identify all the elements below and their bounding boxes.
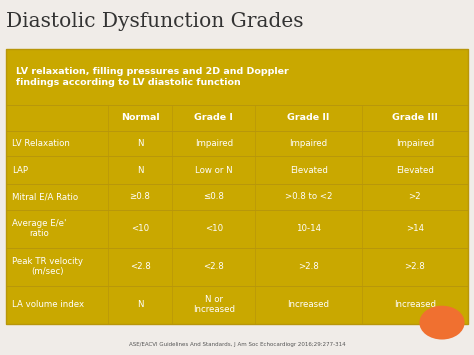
Text: ≤0.8: ≤0.8 bbox=[203, 192, 224, 201]
Text: N: N bbox=[137, 300, 143, 309]
Text: Increased: Increased bbox=[394, 300, 436, 309]
FancyBboxPatch shape bbox=[6, 49, 468, 105]
FancyBboxPatch shape bbox=[6, 184, 468, 209]
Text: Mitral E/A Ratio: Mitral E/A Ratio bbox=[12, 192, 78, 201]
Text: N or
Increased: N or Increased bbox=[193, 295, 235, 314]
Text: Elevated: Elevated bbox=[290, 165, 328, 175]
Text: <2.8: <2.8 bbox=[130, 262, 150, 271]
Text: Normal: Normal bbox=[121, 114, 159, 122]
Text: Grade II: Grade II bbox=[287, 114, 330, 122]
Text: ≥0.8: ≥0.8 bbox=[129, 192, 150, 201]
Circle shape bbox=[419, 306, 465, 339]
Text: Impaired: Impaired bbox=[396, 139, 434, 148]
Text: 10-14: 10-14 bbox=[296, 224, 321, 233]
Text: Impaired: Impaired bbox=[195, 139, 233, 148]
Text: >14: >14 bbox=[406, 224, 424, 233]
Text: LAP: LAP bbox=[12, 165, 28, 175]
FancyBboxPatch shape bbox=[6, 105, 468, 131]
Text: Diastolic Dysfunction Grades: Diastolic Dysfunction Grades bbox=[6, 12, 304, 31]
Text: <2.8: <2.8 bbox=[203, 262, 224, 271]
Text: Grade I: Grade I bbox=[194, 114, 233, 122]
Text: Impaired: Impaired bbox=[290, 139, 328, 148]
Text: Peak TR velocity
(m/sec): Peak TR velocity (m/sec) bbox=[12, 257, 83, 276]
Text: >2.8: >2.8 bbox=[404, 262, 425, 271]
Text: Average E/e'
ratio: Average E/e' ratio bbox=[12, 219, 66, 238]
FancyBboxPatch shape bbox=[6, 156, 468, 184]
Text: N: N bbox=[137, 139, 143, 148]
Text: LV Relaxation: LV Relaxation bbox=[12, 139, 70, 148]
Text: <10: <10 bbox=[131, 224, 149, 233]
Text: Low or N: Low or N bbox=[195, 165, 233, 175]
Text: N: N bbox=[137, 165, 143, 175]
Text: Grade III: Grade III bbox=[392, 114, 438, 122]
FancyBboxPatch shape bbox=[6, 209, 468, 247]
FancyBboxPatch shape bbox=[6, 286, 468, 324]
Text: >2.8: >2.8 bbox=[298, 262, 319, 271]
Text: ASE/EACVI Guidelines And Standards, J Am Soc Echocardiogr 2016;29:277-314: ASE/EACVI Guidelines And Standards, J Am… bbox=[128, 342, 346, 347]
Text: Increased: Increased bbox=[288, 300, 329, 309]
Text: <10: <10 bbox=[205, 224, 223, 233]
Text: LV relaxation, filling pressures and 2D and Doppler
findings according to LV dia: LV relaxation, filling pressures and 2D … bbox=[16, 67, 288, 87]
Text: >2: >2 bbox=[409, 192, 421, 201]
Text: LA volume index: LA volume index bbox=[12, 300, 84, 309]
Text: >0.8 to <2: >0.8 to <2 bbox=[285, 192, 332, 201]
FancyBboxPatch shape bbox=[6, 131, 468, 156]
FancyBboxPatch shape bbox=[6, 247, 468, 286]
Text: Elevated: Elevated bbox=[396, 165, 434, 175]
